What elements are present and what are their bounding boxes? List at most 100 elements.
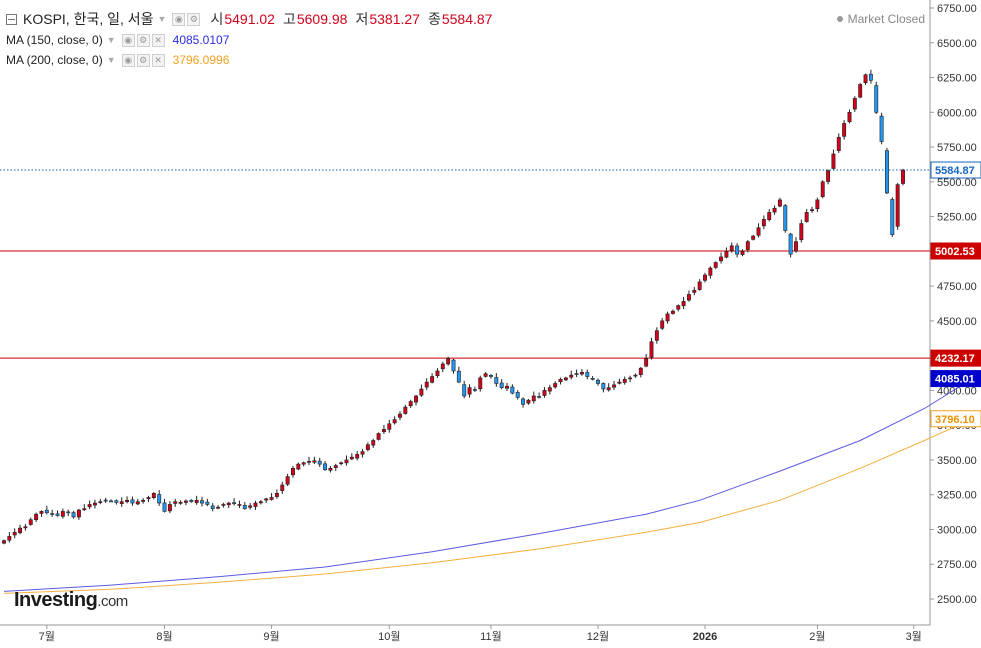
- x-tick-label: 12월: [587, 630, 609, 643]
- candle-up: [558, 378, 563, 383]
- price-label: 4085.01: [935, 374, 975, 386]
- candle-down: [488, 374, 493, 377]
- candle-up: [18, 527, 23, 534]
- candle-up: [269, 497, 274, 500]
- candle-up: [23, 526, 28, 529]
- candle-up: [713, 262, 718, 268]
- close-icon[interactable]: ✕: [151, 53, 165, 67]
- candle-up: [724, 251, 729, 258]
- candle-up: [681, 301, 686, 307]
- price-label: 3796.10: [935, 414, 975, 426]
- candle-down: [462, 384, 467, 397]
- candle-down: [472, 389, 477, 391]
- candle-up: [424, 381, 429, 388]
- candle-up: [371, 440, 376, 446]
- candle-down: [103, 499, 108, 502]
- y-tick-label: 6500.00: [937, 38, 977, 50]
- visibility-icon[interactable]: ◉: [121, 33, 135, 47]
- price-label-box: [930, 370, 981, 388]
- candle-up: [226, 502, 231, 506]
- chevron-down-icon[interactable]: ▼: [106, 55, 116, 65]
- candle-up: [483, 373, 488, 377]
- candle-up: [719, 256, 724, 262]
- low-value: 5381.27: [369, 11, 420, 27]
- candle-up: [355, 454, 360, 459]
- candle-down: [157, 494, 162, 504]
- candle-down: [205, 501, 210, 505]
- candle-down: [114, 500, 119, 503]
- chevron-down-icon[interactable]: ▼: [157, 14, 167, 24]
- candle-up: [644, 358, 649, 367]
- visibility-icon[interactable]: ◉: [172, 12, 186, 26]
- ma200-label: MA (200, close, 0): [6, 53, 103, 67]
- gear-icon[interactable]: ⚙: [187, 12, 201, 26]
- candle-down: [499, 382, 504, 388]
- candle-up: [440, 363, 445, 370]
- market-status-text: Market Closed: [847, 12, 925, 26]
- candle-up: [761, 219, 766, 227]
- candle-up: [665, 313, 670, 322]
- candle-up: [467, 387, 472, 395]
- candle-down: [590, 378, 595, 380]
- candle-down: [317, 460, 322, 465]
- candle-down: [601, 383, 606, 390]
- candle-down: [189, 499, 194, 502]
- candle-up: [606, 387, 611, 391]
- candle-up: [339, 462, 344, 465]
- gear-icon[interactable]: ⚙: [136, 33, 150, 47]
- candle-up: [349, 456, 354, 460]
- candle-down: [783, 205, 788, 231]
- candle-up: [777, 199, 782, 207]
- y-tick-label: 5750.00: [937, 142, 977, 154]
- ma200-line: [3, 418, 973, 594]
- candle-up: [125, 499, 130, 503]
- candle-up: [248, 505, 253, 508]
- candle-up: [183, 500, 188, 503]
- candle-up: [820, 181, 825, 197]
- logo-brand: Investing: [14, 589, 98, 611]
- close-label: 종: [427, 11, 441, 27]
- candle-up: [901, 169, 905, 184]
- candle-down: [884, 150, 889, 194]
- y-tick-label: 6750.00: [937, 3, 977, 15]
- candle-down: [210, 505, 215, 509]
- y-tick-label: 6250.00: [937, 73, 977, 85]
- investing-logo: Investing.com: [14, 589, 128, 612]
- candle-up: [895, 184, 900, 227]
- candle-up: [419, 388, 424, 396]
- candle-down: [130, 499, 135, 504]
- candle-up: [146, 497, 151, 500]
- ma150-value: 4085.0107: [172, 33, 230, 47]
- candle-up: [831, 153, 836, 169]
- x-tick-label: 11월: [480, 630, 502, 643]
- candle-up: [398, 413, 402, 418]
- candle-up: [435, 370, 440, 376]
- candle-up: [569, 374, 574, 378]
- candle-down: [456, 370, 461, 383]
- candle-up: [285, 476, 290, 485]
- candle-up: [151, 493, 156, 498]
- candle-up: [767, 212, 772, 221]
- candle-up: [307, 461, 311, 463]
- x-tick-label: 7월: [39, 630, 55, 643]
- candle-down: [521, 398, 526, 405]
- ma150-line: [3, 378, 973, 592]
- candle-up: [547, 387, 552, 392]
- close-icon[interactable]: ✕: [151, 33, 165, 47]
- y-tick-label: 4750.00: [937, 281, 977, 293]
- gear-icon[interactable]: ⚙: [136, 53, 150, 67]
- status-dot-icon: [836, 16, 843, 22]
- price-label-box: [930, 349, 981, 367]
- y-tick-label: 2500.00: [937, 594, 977, 606]
- candle-up: [622, 378, 627, 383]
- candle-up: [173, 501, 178, 504]
- visibility-icon[interactable]: ◉: [121, 53, 135, 67]
- candle-up: [381, 429, 386, 433]
- candle-up: [119, 501, 124, 504]
- collapse-icon[interactable]: [6, 13, 17, 25]
- candle-up: [414, 395, 419, 403]
- high-value: 5609.98: [296, 11, 348, 27]
- chevron-down-icon[interactable]: ▼: [106, 35, 116, 45]
